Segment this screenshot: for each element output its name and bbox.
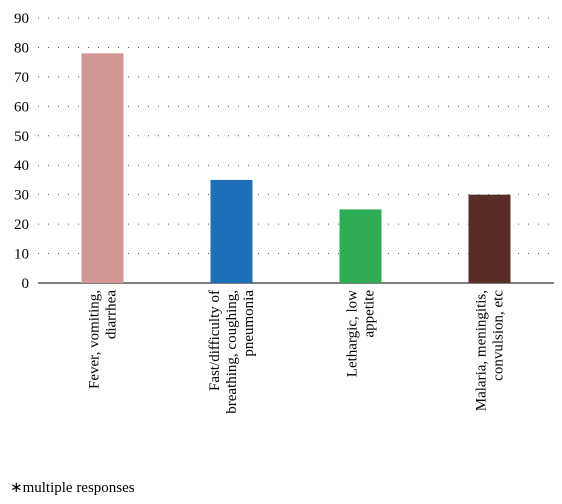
gridlines — [38, 17, 554, 255]
y-tick-label: 70 — [14, 70, 29, 86]
y-tick-label: 0 — [22, 276, 30, 292]
x-tick-label-line: pneumonia — [241, 290, 257, 357]
x-tick-label-line: appetite — [362, 290, 378, 338]
footnote: ∗multiple responses — [10, 480, 135, 496]
y-tick-label: 20 — [14, 217, 29, 233]
y-tick-label: 10 — [14, 247, 29, 263]
x-tick-label: Fever, vomiting, diarrhea — [87, 290, 120, 389]
bar — [210, 179, 253, 283]
y-axis: 0 10 20 30 40 50 60 70 80 90 — [14, 11, 554, 292]
x-tick-label-line: convulsion, etc — [491, 290, 507, 381]
x-tick-label-line: diarrhea — [104, 290, 120, 339]
x-tick-label: Malaria, meningitis, convulsion, etc — [474, 290, 507, 412]
x-tick-label: Lethargic, low appetite — [345, 290, 378, 378]
y-tick-label: 40 — [14, 158, 29, 174]
x-tick-label-line: Lethargic, low — [345, 290, 361, 377]
bar — [468, 194, 511, 283]
x-tick-label-line: Malaria, meningitis, — [474, 290, 490, 411]
bar — [339, 209, 382, 283]
y-tick-label: 80 — [14, 40, 29, 56]
y-tick-label: 30 — [14, 188, 29, 204]
y-tick-label: 90 — [14, 11, 29, 27]
x-tick-label-line: breathing, coughing, — [224, 290, 240, 414]
bars — [81, 53, 511, 284]
x-axis-labels: Fever, vomiting, diarrhea Fast/difficulty … — [87, 290, 507, 414]
x-tick-label-line: Fever, vomiting, — [87, 290, 103, 389]
bar-chart: 0 10 20 30 40 50 60 70 80 90 Fever, vomiting, diar… — [14, 11, 554, 414]
bar — [81, 53, 124, 284]
y-tick-label: 60 — [14, 99, 29, 115]
x-tick-label: Fast/difficulty of breathing, coughing, pn… — [207, 290, 257, 414]
x-tick-label-line: Fast/difficulty of — [207, 290, 223, 391]
y-tick-label: 50 — [14, 129, 29, 145]
